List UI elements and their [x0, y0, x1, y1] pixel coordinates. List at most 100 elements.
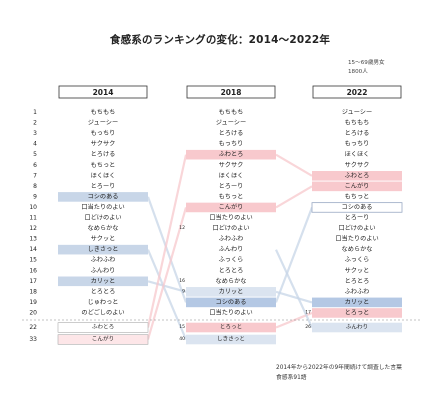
- previous-rank: 40: [179, 336, 185, 342]
- ranked-word: 口どけのよい: [212, 224, 249, 232]
- rank-change-line: [274, 207, 314, 303]
- ranked-word: ふっくら: [345, 257, 370, 264]
- rank-number: 11: [29, 215, 37, 222]
- rank-number: 1: [33, 109, 37, 116]
- ranked-word: こんがり: [345, 182, 370, 190]
- previous-rank: 16: [179, 278, 185, 284]
- rank-number: 8: [33, 183, 37, 190]
- rank-change-line: [146, 249, 188, 340]
- ranked-word: もっちり: [219, 141, 244, 148]
- previous-rank: 12: [179, 225, 185, 231]
- ranked-word: もちもち: [345, 120, 370, 127]
- ranked-word: のどごしのよい: [81, 308, 124, 316]
- ranked-word: なめらかな: [88, 225, 119, 232]
- ranked-word: 口どけのよい: [84, 214, 121, 222]
- ranked-word: コシのある: [342, 204, 373, 211]
- ranked-word: ほくほく: [219, 172, 244, 179]
- ranked-word: こんがり: [92, 335, 114, 343]
- ranked-word: ジューシー: [342, 109, 372, 116]
- rank-change-line: [275, 249, 313, 328]
- ranked-word: コシのある: [216, 299, 247, 306]
- rank-change-line: [275, 290, 313, 304]
- ranked-word: とろとろ: [345, 278, 370, 285]
- ranked-word: こんがり: [219, 203, 244, 211]
- highlight-boxes: [57, 149, 403, 345]
- year-header: 2014: [93, 88, 114, 97]
- rank-number: 19: [29, 299, 37, 306]
- ranked-word: もっちり: [345, 141, 370, 148]
- ranked-word: ふんわり: [219, 246, 244, 253]
- rank-number: 13: [29, 236, 37, 243]
- ranked-word: とろーり: [345, 215, 370, 222]
- rank-number: 16: [29, 267, 37, 274]
- highlight-box: [312, 308, 402, 318]
- ranked-word: カリッと: [345, 299, 370, 306]
- rank-number: 4: [33, 141, 37, 148]
- rank-number: 18: [29, 288, 37, 295]
- rank-change-line: [147, 280, 187, 293]
- ranked-word: 口当たりのよい: [209, 308, 252, 316]
- ranked-word: もちっと: [91, 162, 116, 169]
- ranked-word: とろける: [91, 151, 116, 158]
- ranked-word: ふわふわ: [219, 236, 244, 243]
- extra-word-box: [57, 334, 149, 345]
- rank-number: 22: [29, 324, 37, 331]
- ranked-word: とろーり: [91, 183, 116, 190]
- ranked-word: コシのある: [88, 193, 119, 200]
- ranked-word: しきさっと: [88, 246, 119, 253]
- ranked-word: とろっと: [220, 324, 242, 331]
- year-header-box: [312, 85, 402, 99]
- previous-rank: 15: [179, 324, 185, 330]
- ranked-word: 口当たりのよい: [81, 203, 124, 211]
- ranked-word: ふわふわ: [345, 288, 370, 295]
- highlight-box: [186, 322, 276, 333]
- ranked-word: ほくほく: [345, 151, 370, 158]
- ranked-word: なめらかな: [342, 246, 373, 253]
- ranked-word: サクサク: [91, 141, 116, 148]
- year-header-box: [186, 85, 276, 99]
- ranked-word: 口当たりのよい: [209, 214, 252, 222]
- highlight-box: [312, 322, 402, 333]
- ranked-word: ふっくら: [219, 257, 244, 264]
- rank-number: 15: [29, 257, 37, 264]
- ranked-word: もちっと: [345, 193, 370, 200]
- rank-number: 2: [33, 120, 37, 127]
- ranked-word: なめらかな: [216, 278, 247, 285]
- ranked-word: ふわとろ: [345, 172, 370, 179]
- respondents-note: 15～69歳男女: [348, 60, 385, 66]
- rank-number: 33: [29, 336, 37, 343]
- ranked-word: もちっと: [219, 193, 244, 200]
- rank-change-line: [146, 207, 188, 340]
- highlight-box: [186, 334, 276, 345]
- highlight-box: [186, 202, 276, 213]
- ranked-word: サクッと: [345, 267, 370, 274]
- rank-change-line: [146, 196, 188, 303]
- ranked-word: もちもち: [219, 109, 244, 116]
- rank-number: 3: [33, 130, 37, 137]
- rank-number: 6: [33, 162, 37, 169]
- chart-title: 食感系のランキングの変化：2014～2022年: [109, 34, 331, 46]
- rank-number: 5: [33, 151, 37, 158]
- ranked-word: ほくほく: [91, 172, 116, 179]
- rank-number: 20: [29, 309, 37, 316]
- rank-change-line: [275, 185, 313, 209]
- year-header: 2018: [221, 88, 242, 97]
- ranked-word: とろとろ: [91, 288, 116, 295]
- rank-number: 10: [29, 204, 37, 211]
- rank-change-line: [146, 154, 188, 328]
- extra-word-box: [57, 322, 149, 333]
- highlight-box: [58, 244, 148, 255]
- ranked-word: ふんわり: [91, 267, 116, 274]
- rank-number: 17: [29, 278, 37, 285]
- rank-number: 12: [29, 225, 37, 232]
- previous-rank: 17: [305, 309, 311, 315]
- ranked-word: サクッと: [91, 236, 116, 243]
- ranked-word: とろとろ: [219, 267, 244, 274]
- ranked-word: とろーり: [219, 183, 244, 190]
- year-header-box: [58, 85, 148, 99]
- ranked-word: ふわふわ: [91, 257, 116, 264]
- ranked-word: とろける: [219, 130, 244, 137]
- ranked-word: ふんわり: [346, 324, 368, 331]
- ranked-word: 口当たりのよい: [335, 235, 378, 243]
